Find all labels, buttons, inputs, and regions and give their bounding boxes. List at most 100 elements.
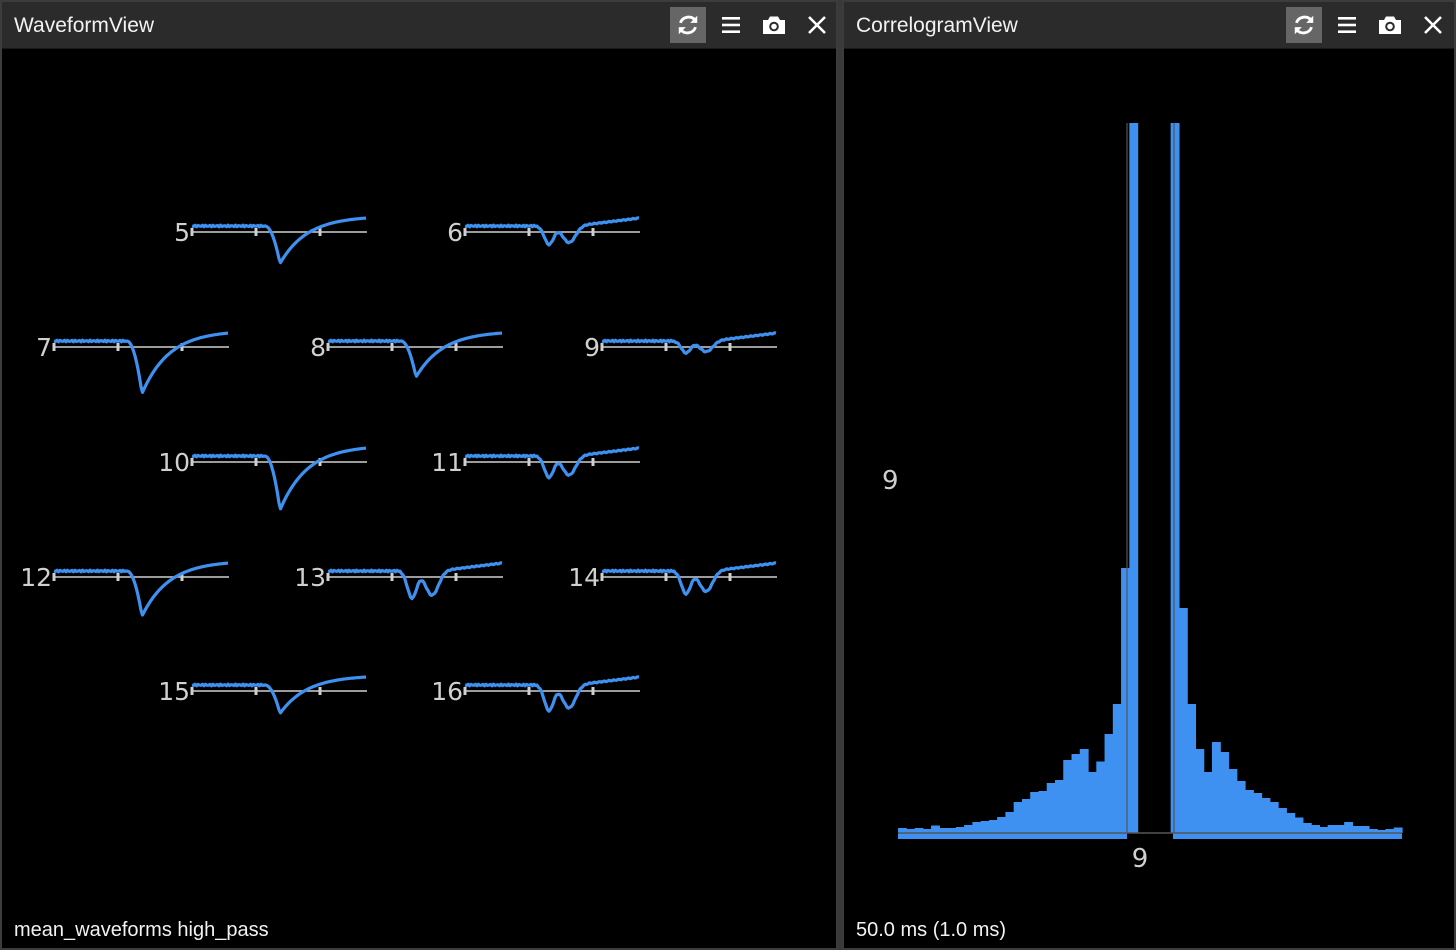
correlogram-bars bbox=[898, 123, 1403, 833]
menu-button[interactable] bbox=[713, 7, 749, 43]
screenshot-button[interactable] bbox=[1372, 7, 1408, 43]
correlogram-bar bbox=[1013, 802, 1023, 833]
correlogram-bar bbox=[1286, 813, 1296, 833]
close-button[interactable] bbox=[1415, 7, 1451, 43]
correlogram-bar bbox=[1393, 827, 1403, 833]
waveform-channel-label: 13 bbox=[294, 563, 326, 592]
correlogram-bar bbox=[1352, 826, 1362, 833]
waveform-trace bbox=[53, 331, 229, 394]
correlogram-bar bbox=[1385, 829, 1395, 833]
waveform-channel-10[interactable]: 10 bbox=[158, 446, 367, 511]
correlogram-bar bbox=[1220, 752, 1230, 833]
correlogram-bar bbox=[1121, 568, 1130, 833]
camera-icon bbox=[763, 16, 785, 34]
correlogram-cluster-label-y: 9 bbox=[882, 466, 899, 496]
correlogram-bar bbox=[1088, 772, 1097, 833]
waveform-trace bbox=[464, 216, 640, 247]
waveform-channel-label: 9 bbox=[584, 333, 600, 362]
correlogram-bar bbox=[947, 828, 957, 833]
waveform-trace bbox=[464, 675, 640, 713]
correlogram-bar bbox=[1203, 772, 1213, 833]
waveform-view-title: WaveformView bbox=[14, 14, 155, 37]
waveform-channel-label: 16 bbox=[431, 677, 463, 706]
correlogram-view-panel: CorrelogramView bbox=[842, 0, 1456, 950]
correlogram-plot[interactable]: 9 9 bbox=[844, 49, 1454, 899]
waveform-channel-5[interactable]: 5 bbox=[174, 216, 367, 265]
waveform-trace bbox=[327, 561, 503, 601]
close-icon bbox=[1424, 16, 1442, 34]
waveform-view-status: mean_waveforms high_pass bbox=[14, 919, 269, 941]
correlogram-bar bbox=[939, 828, 949, 833]
waveform-channel-14[interactable]: 14 bbox=[568, 561, 777, 596]
refresh-button[interactable] bbox=[670, 7, 706, 43]
waveform-trace bbox=[191, 675, 367, 715]
correlogram-bar bbox=[1112, 704, 1122, 833]
correlogram-bar bbox=[898, 828, 907, 833]
waveform-view-panel: WaveformView bbox=[0, 0, 838, 950]
correlogram-bar bbox=[931, 825, 940, 833]
correlogram-bar bbox=[1195, 749, 1205, 833]
correlogram-bar bbox=[988, 820, 998, 833]
correlogram-bar bbox=[1253, 793, 1263, 833]
correlogram-bar bbox=[1030, 792, 1040, 833]
waveform-channel-label: 15 bbox=[158, 677, 190, 706]
correlogram-bar bbox=[1344, 822, 1354, 833]
waveform-channel-label: 14 bbox=[568, 563, 600, 592]
menu-icon bbox=[722, 17, 740, 33]
waveform-channel-16[interactable]: 16 bbox=[431, 675, 640, 713]
waveform-channel-label: 5 bbox=[174, 218, 190, 247]
correlogram-bar bbox=[1021, 799, 1031, 833]
correlogram-bar bbox=[1377, 830, 1387, 833]
waveform-channel-label: 8 bbox=[310, 333, 326, 362]
close-button[interactable] bbox=[799, 7, 835, 43]
waveform-channel-13[interactable]: 13 bbox=[294, 561, 503, 601]
correlogram-bar bbox=[906, 829, 916, 833]
correlogram-bar bbox=[1038, 791, 1048, 833]
waveform-channel-7[interactable]: 7 bbox=[36, 331, 229, 394]
correlogram-view-title: CorrelogramView bbox=[856, 14, 1018, 37]
correlogram-bar bbox=[980, 821, 990, 833]
correlogram-bar bbox=[1079, 749, 1089, 833]
correlogram-bar bbox=[1335, 825, 1345, 833]
waveform-channel-11[interactable]: 11 bbox=[431, 446, 640, 480]
correlogram-bar bbox=[1054, 780, 1064, 833]
waveform-channel-label: 7 bbox=[36, 333, 52, 362]
refresh-icon bbox=[678, 15, 698, 35]
correlogram-bar bbox=[914, 828, 924, 833]
waveform-channel-15[interactable]: 15 bbox=[158, 675, 367, 715]
refresh-button[interactable] bbox=[1286, 7, 1322, 43]
refresh-icon bbox=[1294, 15, 1314, 35]
correlogram-bar bbox=[1104, 734, 1114, 833]
correlogram-bar bbox=[1187, 704, 1197, 833]
correlogram-base-strip bbox=[898, 833, 1127, 839]
correlogram-bar bbox=[1360, 826, 1370, 833]
menu-icon bbox=[1338, 17, 1356, 33]
waveform-trace bbox=[601, 561, 777, 596]
correlogram-bar bbox=[1228, 769, 1238, 833]
correlogram-bar bbox=[1170, 123, 1180, 833]
waveform-channel-label: 6 bbox=[447, 218, 463, 247]
correlogram-bar bbox=[1327, 825, 1337, 833]
correlogram-bar bbox=[1245, 790, 1254, 833]
waveform-trace bbox=[191, 446, 367, 511]
correlogram-bar bbox=[1063, 760, 1073, 833]
correlogram-bar bbox=[1261, 798, 1271, 833]
screenshot-button[interactable] bbox=[756, 7, 792, 43]
waveform-trace bbox=[601, 331, 777, 355]
menu-button[interactable] bbox=[1329, 7, 1365, 43]
correlogram-bar bbox=[964, 825, 973, 833]
correlogram-bar bbox=[1046, 783, 1056, 833]
waveform-channel-9[interactable]: 9 bbox=[584, 331, 777, 362]
correlogram-cluster-label-x: 9 bbox=[1132, 844, 1149, 874]
waveform-channel-12[interactable]: 12 bbox=[20, 561, 229, 617]
correlogram-bar bbox=[1071, 754, 1081, 833]
waveform-channel-6[interactable]: 6 bbox=[447, 216, 640, 247]
correlogram-bar bbox=[1319, 827, 1329, 833]
correlogram-bar bbox=[1269, 802, 1279, 833]
correlogram-bar bbox=[1368, 829, 1378, 833]
correlogram-bar bbox=[1294, 817, 1304, 833]
correlogram-base-strip bbox=[1173, 833, 1402, 839]
correlogram-bar bbox=[1005, 812, 1015, 833]
waveform-plot[interactable]: 5 6 7 8 9 10 11 12 13 14 15 16 bbox=[2, 49, 836, 899]
waveform-channel-8[interactable]: 8 bbox=[310, 331, 503, 378]
